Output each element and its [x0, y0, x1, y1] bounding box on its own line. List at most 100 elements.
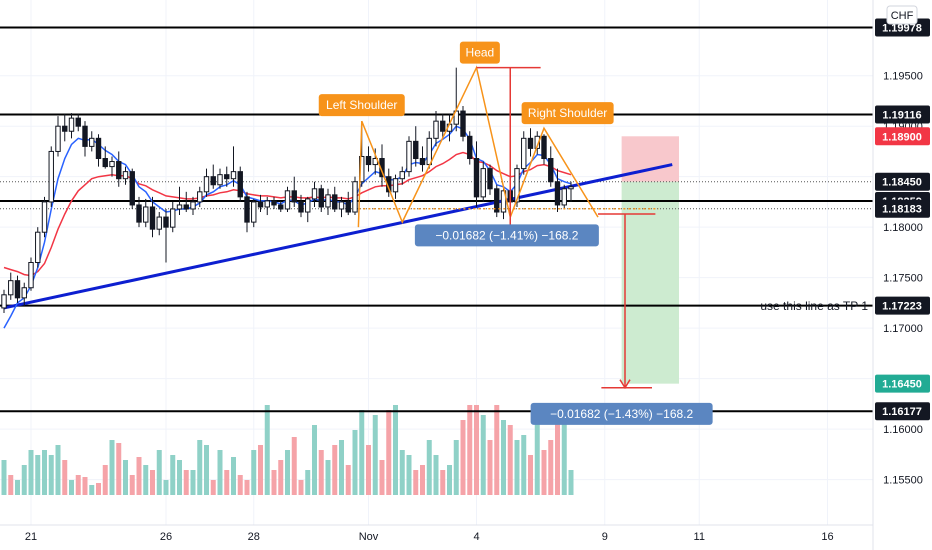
price-tick-label: 1.19500: [883, 71, 923, 83]
measure-label-2-box: [530, 402, 713, 425]
measure-label-2: −0.01682 (−1.43%) −168.2: [550, 407, 693, 421]
level-price-tag: 1.16177: [882, 406, 922, 418]
price-tags: 1.199781.191161.182591.172231.161771.189…: [875, 18, 930, 421]
volume-bar: [501, 420, 506, 495]
measure-tools[interactable]: [476, 66, 656, 390]
candle-body: [35, 231, 41, 263]
risk-reward-zones: [621, 136, 679, 384]
head-and-shoulders-pattern[interactable]: [357, 65, 659, 228]
volume-bar: [332, 445, 338, 495]
volume-bar: [21, 465, 27, 495]
candle-body: [1, 294, 7, 309]
volume-bar: [548, 440, 554, 495]
candle-body: [224, 174, 230, 180]
currency-badge[interactable]: CHF: [886, 5, 918, 25]
volume-bar: [48, 455, 54, 495]
candle-body: [210, 176, 216, 186]
level-price-tag: 1.19978: [882, 22, 922, 34]
candle-body: [399, 171, 405, 180]
time-tick-label: 16: [821, 531, 833, 543]
candle-body: [82, 125, 88, 147]
volume-bar: [183, 470, 189, 495]
currency-badge-box: [886, 5, 918, 25]
volume-bar: [433, 455, 439, 495]
volume-bar: [28, 450, 34, 495]
left-shoulder-label-box: [318, 94, 405, 117]
candle-body: [325, 194, 331, 208]
price-tag: 1.18183: [882, 204, 922, 216]
candle-body: [419, 158, 426, 166]
price-axis-background: [873, 0, 932, 550]
trendline[interactable]: [3, 163, 673, 310]
candle-body: [48, 150, 54, 203]
horizontal-levels[interactable]: [0, 26, 873, 413]
volume-bar: [197, 440, 203, 495]
left-shoulder-label: Left Shoulder: [326, 98, 397, 112]
tp-note: use this line as TP 1: [760, 299, 868, 313]
candle-body: [68, 117, 75, 132]
head-measure: [476, 66, 541, 238]
volume-bar: [507, 425, 513, 495]
time-tick-label: 26: [160, 531, 172, 543]
volume-bar: [352, 430, 358, 495]
time-axis[interactable]: 21 26 28 Nov 4 9 11 16: [25, 531, 834, 543]
volume-bar: [514, 440, 520, 495]
volume-bar: [204, 445, 209, 495]
volume-bar: [298, 480, 304, 495]
volume-bar: [359, 410, 365, 495]
candle-body: [548, 158, 554, 183]
candle-body: [554, 181, 561, 206]
candle-body: [203, 176, 210, 193]
candle-body: [244, 196, 250, 223]
price-tag-box: [875, 127, 930, 146]
price-tag-box: [875, 172, 930, 191]
candle-body: [541, 135, 547, 160]
volume-bars: [1, 405, 574, 495]
candle-body: [176, 204, 183, 210]
volume-bar: [480, 415, 486, 495]
candle-body: [95, 137, 102, 160]
measure-label-1-box: [414, 224, 599, 247]
volume-bar: [285, 450, 290, 495]
volume-bar: [136, 457, 142, 495]
volume-bar: [237, 475, 243, 495]
candle-body: [8, 280, 14, 296]
candle-body: [473, 158, 480, 198]
projection-arrowhead: [619, 379, 631, 390]
candle-body: [149, 206, 156, 230]
volume-bar: [494, 405, 500, 495]
right-shoulder-label: Right Shoulder: [528, 106, 607, 120]
candle-body: [143, 206, 149, 223]
volume-bar: [217, 450, 223, 495]
candle-body: [345, 201, 351, 213]
volume-bar: [170, 455, 176, 495]
candle-body: [521, 137, 527, 170]
price-tag-box: [875, 199, 930, 218]
volume-bar: [386, 410, 392, 495]
ascending-trendline: [3, 163, 673, 310]
candle-body: [170, 208, 176, 228]
candle-body: [500, 190, 507, 213]
volume-bar: [305, 470, 311, 495]
candle-body: [406, 140, 412, 173]
measure-label-1: −0.01682 (−1.41%) −168.2: [435, 228, 578, 242]
volume-bar: [264, 405, 270, 495]
volume-bar: [69, 480, 74, 495]
volume-bar: [453, 440, 459, 495]
volume-bar: [278, 460, 284, 495]
volume-bar: [96, 483, 101, 495]
grid-lines: [0, 0, 873, 525]
volume-bar: [345, 465, 351, 495]
level-price-tag-box: [875, 402, 930, 421]
volume-bar: [521, 435, 527, 495]
price-tag: 1.16450: [882, 379, 922, 391]
volume-bar: [271, 470, 277, 495]
volume-bar: [555, 405, 560, 495]
price-tick-label: 1.16000: [883, 424, 923, 436]
volume-bar: [372, 415, 378, 495]
volume-bar: [366, 445, 371, 495]
candle-body: [494, 188, 500, 213]
candle-body: [271, 200, 277, 206]
volume-bar: [291, 437, 297, 495]
